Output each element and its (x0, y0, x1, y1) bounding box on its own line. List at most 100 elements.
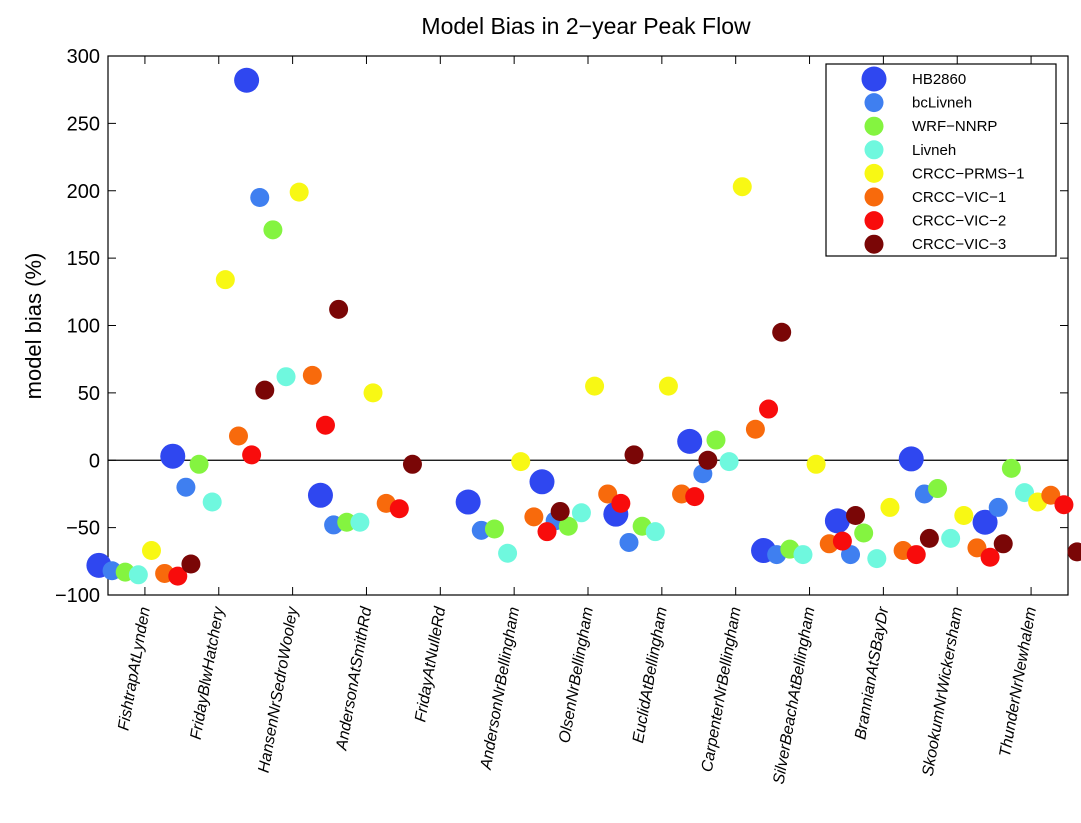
legend-label: CRCC−VIC−2 (912, 213, 1006, 230)
data-point (854, 523, 874, 543)
data-point (307, 482, 333, 508)
data-point (498, 543, 518, 563)
data-point (719, 452, 739, 472)
x-tick-label: FridayBlwHatchery (188, 605, 228, 741)
x-tick-label: OlsenNrBellingham (556, 606, 597, 745)
data-point (558, 516, 578, 536)
x-tick-label: CarpenterNrBellingham (699, 606, 745, 774)
data-point (954, 505, 974, 525)
legend-label: bcLivneh (912, 95, 972, 112)
data-point (677, 428, 703, 454)
x-tick-label: ThunderNrNewhalem (997, 606, 1040, 759)
data-point (350, 512, 370, 532)
y-tick-label: −50 (66, 518, 100, 540)
y-tick-label: 0 (89, 450, 100, 472)
data-point (880, 497, 900, 517)
data-point (832, 531, 852, 551)
y-tick-label: 200 (67, 181, 100, 203)
data-point (537, 522, 557, 542)
legend: HB2860 bcLivneh WRF−NNRP Livneh CRCC−PRMS−1 C… (825, 63, 1057, 257)
data-point (645, 522, 665, 542)
data-point (745, 419, 765, 439)
legend-label: Livneh (912, 142, 956, 159)
data-point (1015, 483, 1035, 503)
data-point (302, 365, 322, 385)
data-point (242, 445, 262, 465)
data-point (228, 426, 248, 446)
data-point (176, 477, 196, 497)
data-point (363, 383, 383, 403)
data-point (972, 509, 998, 535)
y-tick-label: 100 (67, 316, 100, 338)
data-point (215, 270, 235, 290)
data-point (611, 493, 631, 513)
legend-marker (861, 66, 887, 92)
legend-marker (864, 93, 884, 113)
data-point (337, 512, 357, 532)
y-tick-label: 250 (67, 113, 100, 135)
y-tick-label: 50 (78, 383, 100, 405)
x-tick-label: SkookumNrWickersham (920, 606, 967, 778)
data-point (1001, 458, 1021, 478)
data-point (550, 501, 570, 521)
legend-label: CRCC−VIC−3 (912, 236, 1006, 253)
data-points (86, 67, 1081, 586)
data-point (263, 220, 283, 240)
data-point (234, 67, 260, 93)
data-point (658, 376, 678, 396)
data-point (980, 547, 1000, 567)
data-point (585, 376, 605, 396)
data-point (793, 545, 813, 565)
data-point (988, 497, 1008, 517)
x-tick-label: HansenNrSedroWooley (256, 605, 302, 774)
data-point (128, 565, 148, 585)
data-point (160, 443, 186, 469)
x-tick-label: SilverBeachAtBellingham (771, 606, 819, 786)
data-point (289, 182, 309, 202)
data-point (967, 538, 987, 558)
legend-box (825, 63, 1057, 257)
data-point (402, 454, 422, 474)
x-tick-label: EuclidAtBellingham (630, 606, 671, 745)
y-axis-label: model bias (%) (21, 253, 46, 400)
data-point (919, 528, 939, 548)
data-point (706, 430, 726, 450)
x-tick-label: BrannianAtSBayDr (852, 605, 892, 741)
x-tick-label: FridayAtNulleRd (412, 605, 449, 724)
data-point (524, 507, 544, 527)
data-point (1067, 542, 1081, 562)
data-point (685, 487, 705, 507)
data-point (141, 541, 161, 561)
legend-marker (864, 140, 884, 160)
data-point (624, 445, 644, 465)
data-point (941, 528, 961, 548)
data-point (867, 549, 887, 569)
data-point (1041, 485, 1061, 505)
data-point (759, 399, 779, 419)
y-tick-label: 150 (67, 248, 100, 270)
legend-marker (864, 211, 884, 231)
data-point (806, 454, 826, 474)
legend-label: CRCC−PRMS−1 (912, 165, 1025, 182)
x-tick-label: AndersonNrBellingham (478, 606, 523, 772)
data-point (598, 484, 618, 504)
legend-label: WRF−NNRP (912, 118, 997, 135)
data-point (455, 489, 481, 515)
data-point (619, 532, 639, 552)
data-point (993, 534, 1013, 554)
legend-label: CRCC−VIC−1 (912, 189, 1006, 206)
data-point (824, 508, 850, 534)
legend-marker (864, 187, 884, 207)
data-point (529, 469, 555, 495)
data-point (846, 505, 866, 525)
data-point (181, 554, 201, 574)
legend-marker (864, 234, 884, 254)
data-point (511, 452, 531, 472)
legend-marker (864, 163, 884, 183)
data-point (698, 450, 718, 470)
x-tick-label: FishtrapAtLynden (115, 606, 153, 732)
data-point (898, 446, 924, 472)
data-point (571, 503, 591, 523)
legend-marker (864, 116, 884, 136)
